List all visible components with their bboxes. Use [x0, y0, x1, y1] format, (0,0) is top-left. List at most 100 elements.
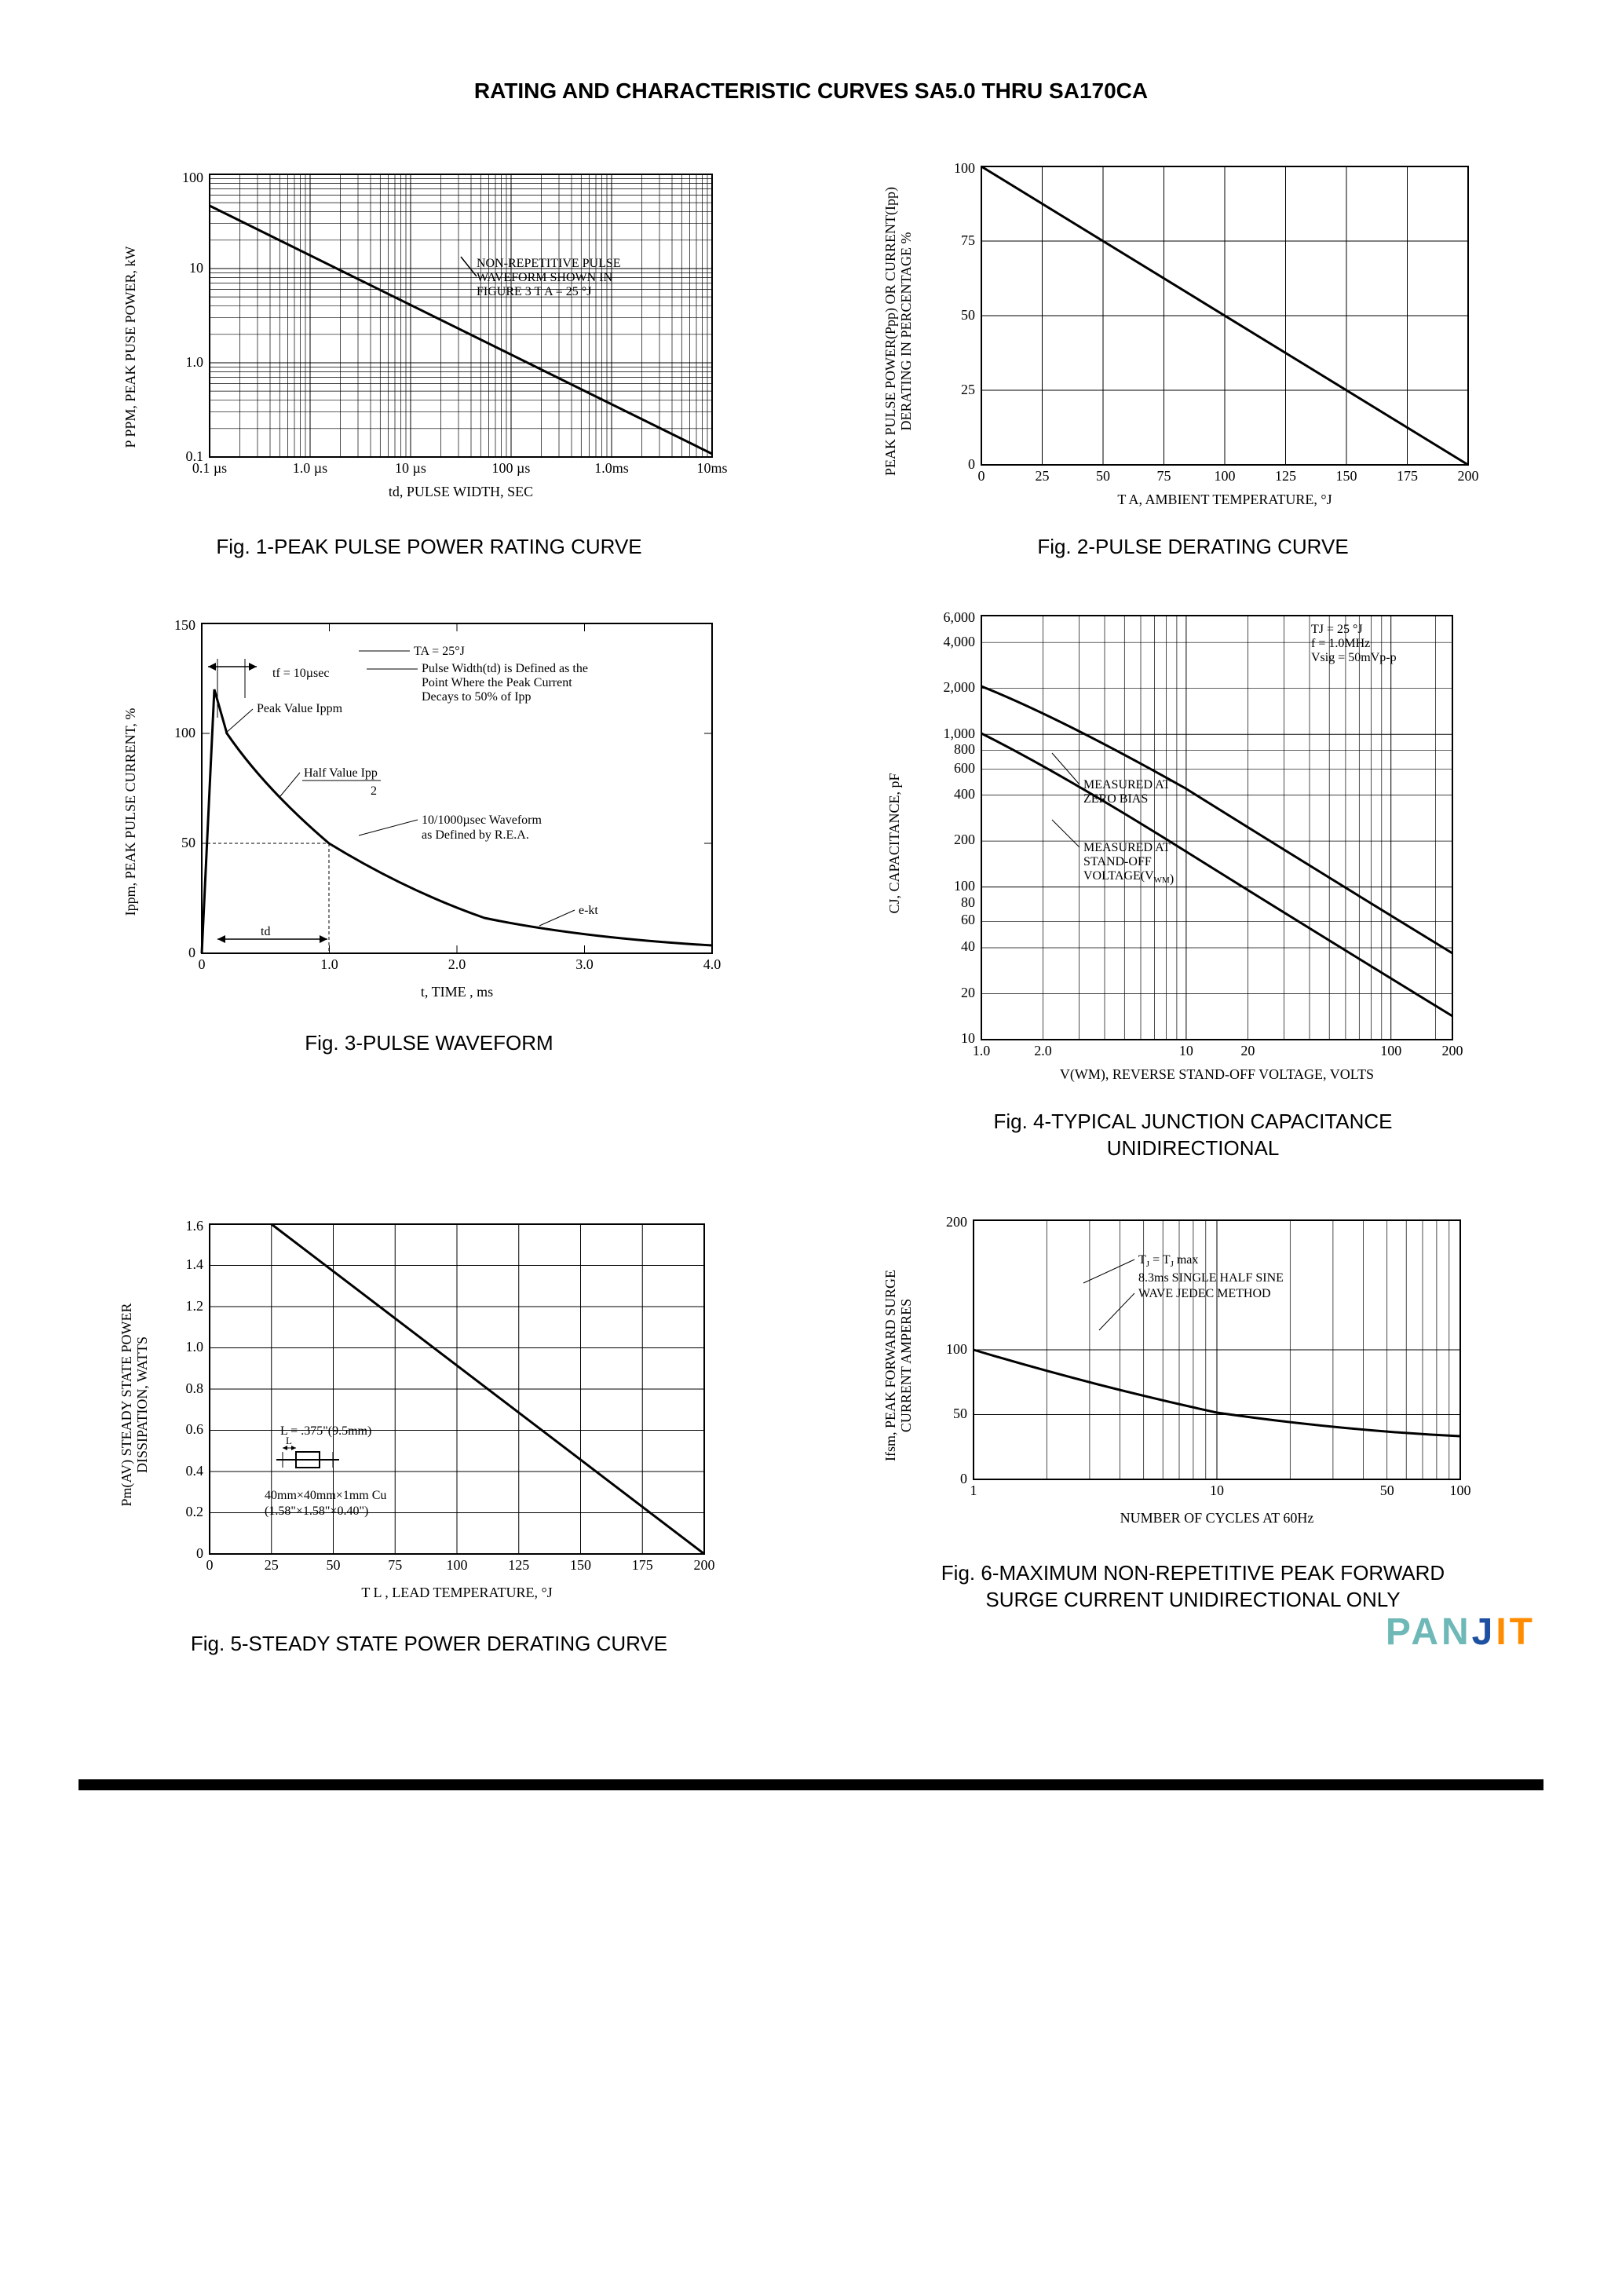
- fig2-xticks: 0255075100125150175200: [977, 468, 1478, 484]
- fig6-chart: Ifsm, PEAK FORWARD SURGE CURRENT AMPERES…: [879, 1208, 1507, 1546]
- svg-text:tf = 10µsec: tf = 10µsec: [272, 667, 329, 680]
- svg-text:4.0: 4.0: [703, 956, 721, 972]
- svg-text:0.1: 0.1: [185, 448, 203, 464]
- fig1-chart: P PPM, PEAK PUSE POWER, kW: [115, 151, 743, 520]
- svg-text:VOLTAGE(VWM): VOLTAGE(VWM): [1083, 869, 1174, 886]
- fig4-ylabel: CJ, CAPACITANCE, pF: [886, 773, 902, 913]
- svg-text:4,000: 4,000: [943, 634, 975, 649]
- fig3-chart: Ippm, PEAK PULSE CURRENT, % TA = 25°J tf…: [115, 608, 743, 1016]
- svg-text:25: 25: [961, 382, 975, 397]
- logo-part-3: IT: [1496, 1611, 1536, 1653]
- svg-text:0: 0: [968, 456, 975, 472]
- svg-text:100: 100: [1449, 1483, 1470, 1498]
- fig3-xticks: 01.02.03.04.0: [198, 956, 721, 972]
- svg-text:25: 25: [1035, 468, 1049, 484]
- figure-grid: P PPM, PEAK PUSE POWER, kW: [79, 151, 1543, 1658]
- fig5-ylabel-l2: DISSIPATION, WATTS: [134, 1336, 150, 1473]
- svg-text:Point Where the Peak Current: Point Where the Peak Current: [422, 676, 572, 689]
- figure-6: Ifsm, PEAK FORWARD SURGE CURRENT AMPERES…: [842, 1208, 1543, 1658]
- svg-text:Pulse Width(td) is Defined as: Pulse Width(td) is Defined as the: [422, 662, 588, 675]
- svg-text:100: 100: [946, 1341, 967, 1357]
- svg-text:10: 10: [961, 1030, 975, 1046]
- svg-text:L: L: [286, 1435, 292, 1446]
- svg-text:10 µs: 10 µs: [395, 460, 426, 476]
- fig1-yticks: 0.1 1.0 10 100: [182, 170, 203, 464]
- svg-text:75: 75: [961, 232, 975, 248]
- svg-text:0: 0: [960, 1471, 967, 1486]
- fig4-caption: Fig. 4-TYPICAL JUNCTION CAPACITANCEUNIDI…: [993, 1109, 1392, 1162]
- fig2-chart: PEAK PULSE POWER(Ppp) OR CURRENT(Ipp) DE…: [879, 151, 1507, 520]
- fig5-xticks: 0255075100125150175200: [206, 1557, 714, 1573]
- svg-text:Half Value Ipp: Half Value Ipp: [304, 766, 378, 780]
- fig5-caption: Fig. 5-STEADY STATE POWER DERATING CURVE: [191, 1631, 667, 1658]
- svg-text:40: 40: [961, 938, 975, 954]
- svg-text:20: 20: [1240, 1043, 1255, 1058]
- logo-part-2: J: [1472, 1611, 1496, 1653]
- svg-text:1,000: 1,000: [943, 726, 975, 741]
- svg-text:50: 50: [1379, 1483, 1394, 1498]
- svg-text:75: 75: [388, 1557, 402, 1573]
- fig3-caption: Fig. 3-PULSE WAVEFORM: [305, 1030, 553, 1057]
- fig6-ylabel-l2: CURRENT AMPERES: [898, 1299, 914, 1432]
- svg-text:WAVE JEDEC METHOD: WAVE JEDEC METHOD: [1138, 1287, 1271, 1300]
- svg-text:2: 2: [371, 784, 377, 798]
- svg-text:0: 0: [206, 1557, 213, 1573]
- svg-text:0.6: 0.6: [185, 1421, 203, 1437]
- svg-text:0.2: 0.2: [185, 1504, 203, 1519]
- svg-text:150: 150: [570, 1557, 591, 1573]
- svg-text:100: 100: [446, 1557, 467, 1573]
- footer-bar: [79, 1779, 1543, 1790]
- svg-text:50: 50: [326, 1557, 340, 1573]
- fig5-chart: Pm(AV) STEADY STATE POWER DISSIPATION, W…: [115, 1208, 743, 1617]
- fig2-yticks: 0255075100: [954, 160, 975, 472]
- fig1-xlabel: td, PULSE WIDTH, SEC: [388, 484, 532, 499]
- fig1-annotation: NON-REPETITIVE PULSE WAVEFORM SHOWN IN F…: [461, 257, 621, 298]
- svg-text:TJ = TJ max: TJ = TJ max: [1138, 1253, 1198, 1269]
- page-title: RATING AND CHARACTERISTIC CURVES SA5.0 T…: [79, 79, 1543, 104]
- svg-text:1.6: 1.6: [185, 1218, 203, 1234]
- svg-text:1.0: 1.0: [185, 354, 203, 370]
- svg-text:td: td: [261, 925, 270, 938]
- svg-text:10/1000µsec Waveform: 10/1000µsec Waveform: [422, 813, 542, 827]
- svg-text:2,000: 2,000: [943, 679, 975, 695]
- svg-text:0.8: 0.8: [185, 1380, 203, 1396]
- fig4-m2: MEASURED AT STAND-OFF VOLTAGE(VWM): [1052, 820, 1174, 886]
- fig6-xlabel: NUMBER OF CYCLES AT 60Hz: [1120, 1510, 1313, 1526]
- fig6-xticks: 11050100: [970, 1483, 1470, 1498]
- svg-text:150: 150: [174, 617, 195, 633]
- svg-text:175: 175: [631, 1557, 652, 1573]
- svg-text:100: 100: [954, 160, 975, 176]
- svg-text:150: 150: [1335, 468, 1357, 484]
- fig4-cond: TJ = 25 °J f = 1.0MHz Vsig = 50mVp-p: [1311, 623, 1397, 664]
- fig1-caption: Fig. 1-PEAK PULSE POWER RATING CURVE: [216, 534, 641, 561]
- svg-text:2.0: 2.0: [448, 956, 466, 972]
- svg-text:FIGURE 3 T A = 25 °J: FIGURE 3 T A = 25 °J: [477, 285, 591, 298]
- svg-text:100: 100: [954, 878, 975, 894]
- svg-text:125: 125: [508, 1557, 529, 1573]
- svg-text:1.0 µs: 1.0 µs: [292, 460, 327, 476]
- fig2-ylabel-l2: DERATING IN PERCENTAGE %: [898, 232, 914, 430]
- figure-4: CJ, CAPACITANCE, pF: [842, 608, 1543, 1162]
- fig3-yticks: 050100150: [174, 617, 195, 960]
- svg-text:75: 75: [1156, 468, 1171, 484]
- fig1-xticks: 0.1 µs 1.0 µs 10 µs 100 µs 1.0ms 10ms: [192, 460, 727, 476]
- svg-text:10: 10: [189, 260, 203, 276]
- svg-text:50: 50: [953, 1406, 967, 1421]
- svg-text:8.3ms SINGLE HALF SINE: 8.3ms SINGLE HALF SINE: [1138, 1271, 1284, 1285]
- fig3-annotations: TA = 25°J tf = 10µsec Pulse Width(td) is…: [202, 645, 598, 953]
- svg-text:800: 800: [954, 741, 975, 757]
- svg-text:1: 1: [970, 1483, 977, 1498]
- svg-text:400: 400: [954, 786, 975, 802]
- svg-text:100 µs: 100 µs: [491, 460, 530, 476]
- svg-text:2.0: 2.0: [1034, 1043, 1052, 1058]
- svg-text:1.2: 1.2: [185, 1298, 203, 1314]
- svg-text:0: 0: [188, 945, 195, 960]
- figure-1: P PPM, PEAK PUSE POWER, kW: [79, 151, 780, 561]
- fig1-ylabel: P PPM, PEAK PUSE POWER, kW: [122, 247, 138, 448]
- fig2-xlabel: T A, AMBIENT TEMPERATURE, °J: [1117, 492, 1332, 507]
- svg-text:200: 200: [946, 1214, 967, 1230]
- fig6-caption: Fig. 6-MAXIMUM NON-REPETITIVE PEAK FORWA…: [941, 1560, 1445, 1614]
- fig6-cond: TJ = TJ max 8.3ms SINGLE HALF SINE WAVE …: [1083, 1253, 1284, 1330]
- fig4-yticks: 1020406080100 2004006008001,000 2,0004,0…: [943, 609, 975, 1046]
- figure-3: Ippm, PEAK PULSE CURRENT, % TA = 25°J tf…: [79, 608, 780, 1162]
